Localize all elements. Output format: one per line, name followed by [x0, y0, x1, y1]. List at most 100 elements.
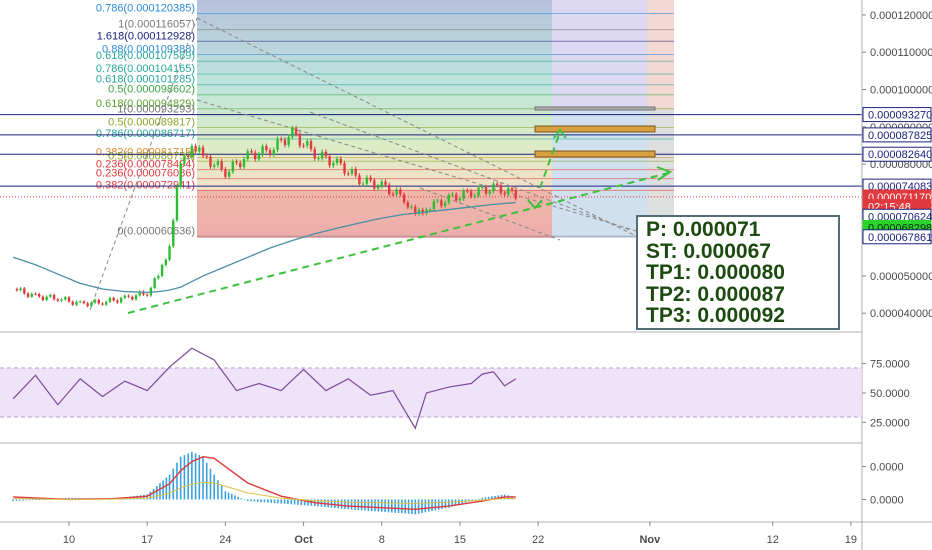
candle-body [227, 171, 231, 177]
candle-body [376, 186, 380, 189]
macd-bar [220, 485, 223, 500]
candle-body [112, 297, 115, 301]
macd-bar [354, 499, 356, 510]
candle-body [145, 294, 149, 296]
candle-body [138, 291, 141, 296]
price-tick-label: 0.0000400000 [870, 308, 932, 320]
candle-body [495, 183, 499, 185]
macd-bar [149, 491, 152, 500]
price-tag-box [862, 107, 932, 123]
fib-label: 0.236(0.000078494) [96, 159, 195, 171]
candle-body [194, 146, 197, 152]
price-tag-label: 0.000067861 [868, 232, 932, 244]
macd-bar [41, 499, 44, 500]
candle-body [313, 149, 316, 159]
price-tag-box [862, 127, 932, 143]
macd-bar [374, 499, 376, 512]
macd-bar [427, 499, 430, 512]
time-axis[interactable]: 10 17 24 Oct 8 15 22 Nov 12 19 [63, 522, 857, 546]
candle-body [428, 209, 432, 211]
trend-lines [127, 131, 673, 314]
macd-bar [394, 499, 396, 513]
macd-bar [367, 499, 370, 511]
candle-body [466, 190, 469, 192]
price-candles [15, 125, 517, 308]
macd-bar [230, 494, 233, 500]
macd-bar [15, 499, 18, 501]
candle-body [291, 128, 294, 138]
macd-bar [297, 499, 299, 505]
macd-bar [213, 474, 216, 500]
time-tick-label: 15 [454, 534, 466, 546]
macd-bar [71, 497, 73, 500]
time-tick-label: 19 [845, 534, 857, 546]
candle-body [451, 194, 454, 196]
rsi-axis[interactable]: 75.0000 50.0000 25.0000 [862, 359, 910, 430]
macd-bar [68, 497, 70, 500]
macd-axis[interactable]: 0.0000 0.0000 [862, 462, 904, 507]
candle-body [380, 181, 383, 187]
candle-body [198, 147, 201, 152]
macd-bar [277, 499, 279, 504]
macd-bar [303, 499, 306, 506]
candle-body [306, 141, 309, 146]
fib-label: 0.786(0.000086717) [96, 128, 195, 140]
macd-bar [484, 497, 487, 500]
macd-bar [424, 499, 427, 513]
candle-body [186, 155, 190, 158]
candle-body [64, 297, 67, 300]
candle-body [507, 188, 510, 195]
candle-body [142, 291, 145, 295]
candle-body [410, 206, 413, 208]
candle-body [41, 296, 45, 301]
macd-bar [414, 499, 417, 515]
candle-body [127, 295, 130, 297]
candle-body [153, 278, 156, 288]
candle-body [309, 141, 313, 150]
candle-body [164, 259, 168, 265]
macd-bar [172, 468, 175, 500]
candle-body [257, 154, 261, 160]
candle-body [250, 151, 253, 153]
candle-body [45, 296, 48, 301]
fib-label: 0.5(0.000089817) [108, 116, 195, 128]
candle-body [253, 152, 257, 160]
candle-body [119, 297, 123, 303]
macd-bar [139, 495, 142, 500]
candle-body [30, 293, 33, 297]
macd-bar [300, 499, 303, 506]
macd-bar [183, 455, 186, 500]
candle-body [440, 200, 443, 207]
candle-body [294, 128, 298, 134]
macd-tick-label: 0.0000 [870, 494, 904, 506]
macd-bar [202, 456, 204, 500]
candle-body [108, 297, 112, 302]
macd-bar [250, 499, 252, 502]
time-tick-label: Nov [639, 534, 661, 546]
candle-body [399, 189, 402, 195]
macd-bar [474, 499, 477, 501]
time-tick-label: 12 [767, 534, 779, 546]
macd-bar [471, 499, 474, 501]
macd-bar [35, 499, 37, 501]
macd-bar [18, 499, 21, 501]
macd-bar [159, 483, 161, 500]
macd-signal-line [13, 455, 516, 511]
macd-bar [280, 499, 283, 504]
fib-level-labels: 0.786(0.000120385) 1(0.000116057)1.618(0.… [96, 2, 195, 237]
macd-bar [290, 499, 293, 505]
macd-bar [364, 499, 366, 511]
macd-bar [253, 499, 256, 502]
fib-label: 0.786(0.000120385) [96, 2, 195, 14]
candle-body [358, 175, 361, 185]
macd-bar [179, 456, 182, 500]
macd-bar [404, 499, 407, 514]
dashed-projections [89, 17, 641, 311]
rsi-band [0, 368, 862, 417]
time-tick-label: Oct [294, 534, 313, 546]
macd-bar [397, 499, 400, 514]
